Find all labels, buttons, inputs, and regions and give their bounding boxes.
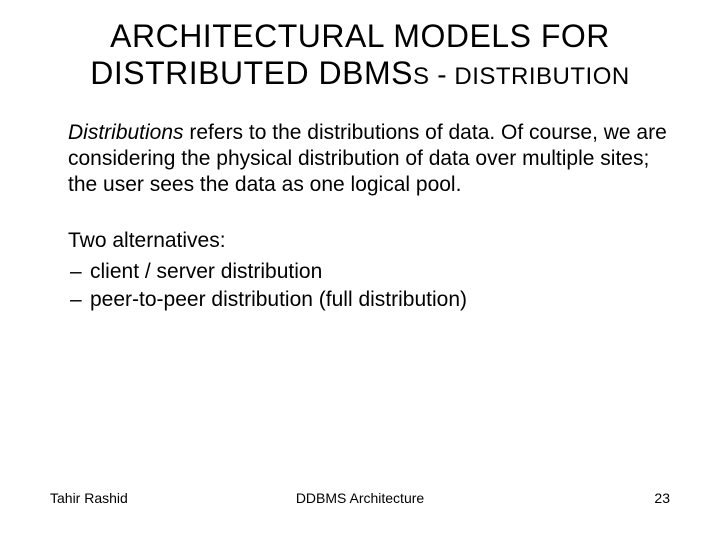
title-line-1: ARCHITECTURAL MODELS FOR [40, 18, 680, 55]
list-item: client / server distribution [90, 259, 668, 285]
title-line-2: DISTRIBUTED DBMSS - DISTRIBUTION [90, 55, 629, 91]
footer-author: Tahir Rashid [50, 490, 128, 506]
slide: ARCHITECTURAL MODELS FOR DISTRIBUTED DBM… [0, 0, 720, 540]
title-main: DISTRIBUTED DBMS [90, 55, 413, 91]
list-item: peer-to-peer distribution (full distribu… [90, 287, 668, 313]
footer-page-number: 23 [654, 490, 670, 506]
title-tail: DISTRIBUTION [454, 63, 629, 90]
paragraph-2: Two alternatives: [68, 228, 668, 254]
emphasis-word: Distributions [68, 121, 184, 144]
bullet-list: client / server distribution peer-to-pee… [68, 259, 668, 314]
title-small-s: S [413, 63, 430, 90]
slide-body: Distributions refers to the distribution… [40, 120, 680, 314]
slide-title: ARCHITECTURAL MODELS FOR DISTRIBUTED DBM… [40, 18, 680, 92]
slide-footer: Tahir Rashid DDBMS Architecture 23 [0, 490, 720, 506]
title-separator: - [429, 59, 454, 90]
paragraph-1: Distributions refers to the distribution… [68, 120, 668, 199]
